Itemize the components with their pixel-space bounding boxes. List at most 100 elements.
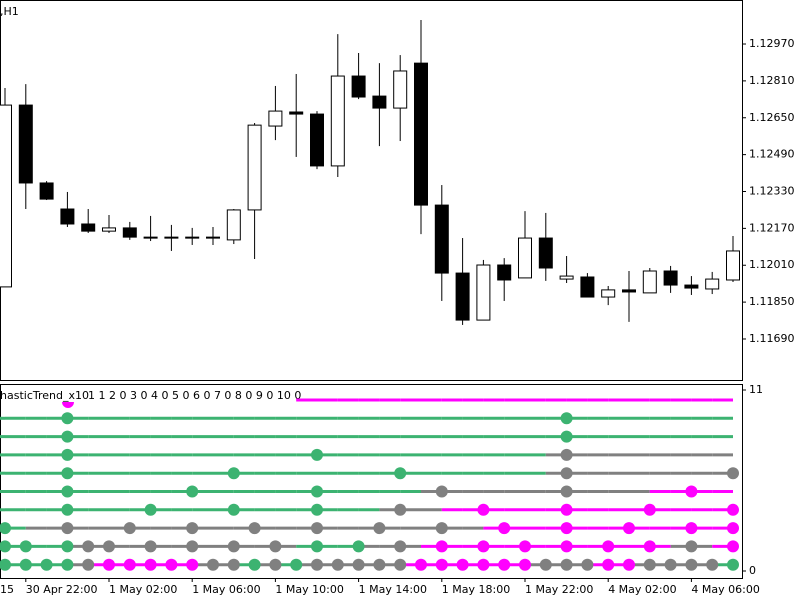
row-dot [477, 558, 490, 571]
row-dot [0, 558, 11, 571]
candle-body [247, 124, 262, 211]
row-dot [519, 558, 531, 571]
indicator-buffers: 1 1 2 0 3 0 4 0 5 0 6 0 7 0 8 0 9 0 10 0 [88, 389, 301, 402]
row-dot [248, 522, 261, 535]
row-dot [352, 558, 365, 571]
row-dot [560, 522, 573, 535]
row-dot [248, 558, 261, 571]
row-dot [227, 540, 240, 553]
row-dot [477, 503, 490, 516]
row-dot [394, 503, 407, 516]
row-dot [61, 485, 74, 498]
row-dot [144, 503, 157, 516]
row-dot [685, 558, 698, 571]
indicator-title: hasticTrend_x10 [0, 389, 89, 402]
row-dot [61, 503, 74, 516]
row-dot [144, 558, 157, 571]
row-dot [685, 522, 698, 535]
row-dot [519, 540, 531, 553]
price-panel [0, 0, 743, 381]
row-dot [581, 558, 594, 571]
candle-body [330, 75, 345, 167]
candle-body [351, 75, 366, 98]
row-dot [560, 412, 573, 425]
candle-body [143, 236, 158, 239]
row-dot [394, 558, 407, 571]
row-dot [685, 540, 698, 553]
row-dot [477, 540, 490, 553]
y-tick-label: 1.12490 [749, 148, 795, 161]
row-dot [706, 558, 719, 571]
candle-body [414, 62, 428, 206]
legend-marker [62, 402, 74, 408]
row-dot [19, 558, 32, 571]
row-dot [331, 558, 344, 571]
row-dot [352, 540, 365, 553]
row-dot [560, 430, 573, 443]
candle-body [393, 70, 408, 109]
candle-body [310, 113, 324, 167]
row-dot [61, 430, 74, 443]
row-dot [560, 448, 573, 461]
row-dot [123, 522, 136, 535]
candle-body [642, 270, 657, 294]
row-dot [394, 467, 407, 480]
candle-body [185, 236, 200, 239]
row-dot [727, 503, 739, 516]
row-dot [623, 558, 635, 571]
row-dot [61, 558, 74, 571]
row-dot [456, 558, 469, 571]
y-tick-label: 1.12810 [749, 74, 795, 87]
row-dot [311, 558, 323, 571]
x-tick-label: 1 May 18:00 [442, 583, 510, 596]
y-tick-label: 1.11690 [749, 332, 795, 345]
candle-body [559, 275, 574, 280]
row-dot [19, 540, 32, 553]
row-dot [539, 558, 552, 571]
row-dot [227, 503, 240, 516]
row-dot [498, 558, 511, 571]
row-dot [373, 522, 386, 535]
x-edge-label: 15 [0, 583, 14, 596]
y-tick-label: 0 [749, 564, 756, 577]
candle-body [434, 204, 449, 274]
row-dot [144, 540, 157, 553]
row-dot [602, 558, 615, 571]
row-dot [186, 522, 199, 535]
row-dot [0, 522, 11, 535]
candle-body [518, 237, 532, 279]
row-dot [373, 558, 386, 571]
y-tick-label: 1.12170 [749, 221, 795, 234]
row-dot [61, 467, 74, 480]
candle-body [476, 264, 491, 321]
row-dot [560, 485, 573, 498]
row-dot [311, 485, 323, 498]
x-tick-label: 1 May 10:00 [275, 583, 343, 596]
candle-body [206, 236, 220, 239]
row-dot [560, 540, 573, 553]
candle-body [122, 227, 137, 238]
y-tick-label: 1.12330 [749, 184, 795, 197]
candle-body [538, 237, 553, 269]
row-dot [123, 558, 136, 571]
candle-body [601, 289, 616, 298]
row-dot [227, 558, 240, 571]
row-dot [623, 522, 635, 535]
candle-body [372, 95, 387, 109]
row-dot [103, 540, 115, 553]
x-tick-label: 1 May 14:00 [359, 583, 427, 596]
row-dot [311, 522, 323, 535]
row-dot [227, 467, 240, 480]
row-dot [290, 558, 303, 571]
row-dot [61, 522, 74, 535]
row-dot [727, 558, 739, 571]
row-dot [664, 558, 677, 571]
row-dot [498, 522, 511, 535]
row-dot [61, 448, 74, 461]
candle-body [0, 104, 12, 288]
row-dot [435, 558, 448, 571]
row-dot [311, 503, 323, 516]
y-tick-label: 11 [749, 383, 763, 396]
x-tick-label: 4 May 06:00 [691, 583, 759, 596]
